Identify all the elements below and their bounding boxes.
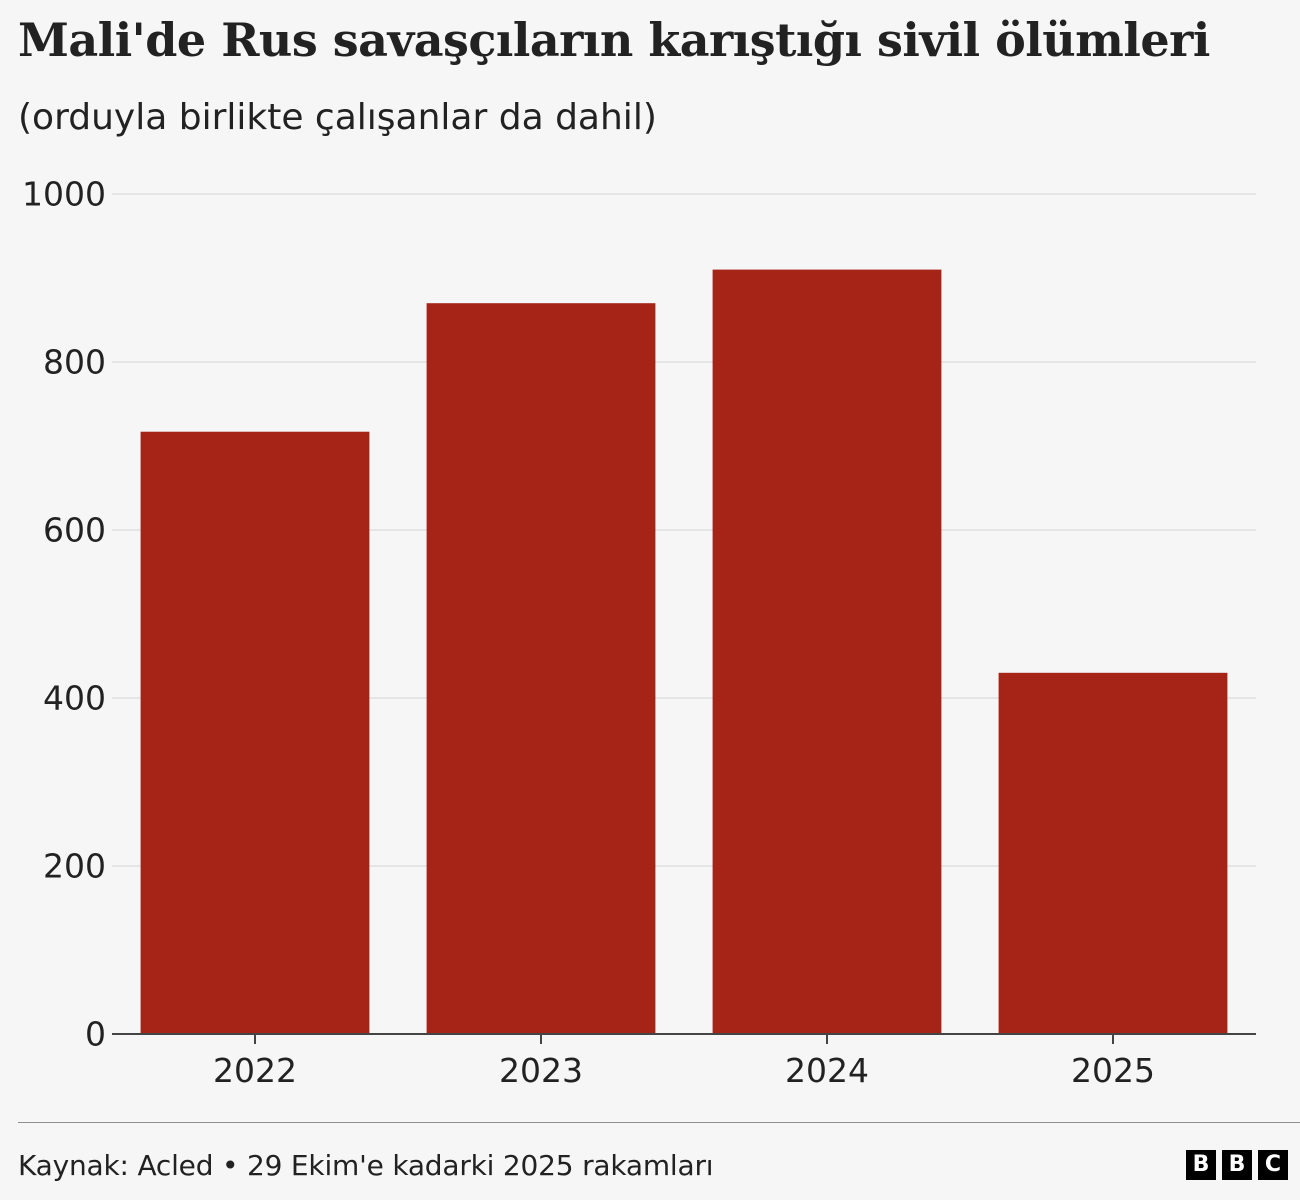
x-axis-ticks: 2022 2023 2024 2025 — [213, 1034, 1155, 1090]
y-tick-label: 1000 — [22, 175, 106, 214]
y-axis-tick-labels: 0 200 400 600 800 1000 — [22, 175, 106, 1054]
footer-divider — [18, 1122, 1300, 1123]
y-tick-label: 0 — [85, 1015, 106, 1054]
bars — [140, 269, 1228, 1035]
logo-letter: B — [1222, 1150, 1252, 1180]
bar-2023 — [426, 303, 656, 1034]
bar-chart: 0 200 400 600 800 1000 2022 2023 2024 2025 — [22, 175, 1256, 1090]
chart-title: Mali'de Rus savaşçıların karıştığı sivil… — [18, 13, 1210, 67]
y-tick-label: 400 — [43, 679, 106, 718]
bar-2024 — [712, 269, 942, 1035]
bar-2022 — [140, 431, 370, 1035]
x-tick-label: 2023 — [499, 1051, 583, 1090]
logo-letter: C — [1258, 1150, 1288, 1180]
logo-letter: B — [1186, 1150, 1216, 1180]
y-tick-label: 800 — [43, 343, 106, 382]
x-tick-label: 2025 — [1071, 1051, 1155, 1090]
bbc-logo: B B C — [1186, 1150, 1288, 1180]
y-tick-label: 600 — [43, 511, 106, 550]
y-tick-label: 200 — [43, 847, 106, 886]
bar-2025 — [998, 672, 1228, 1034]
x-tick-label: 2022 — [213, 1051, 297, 1090]
source-note: Kaynak: Acled • 29 Ekim'e kadarki 2025 r… — [18, 1149, 714, 1182]
x-tick-label: 2024 — [785, 1051, 869, 1090]
chart-subtitle: (orduyla birlikte çalışanlar da dahil) — [18, 97, 657, 138]
